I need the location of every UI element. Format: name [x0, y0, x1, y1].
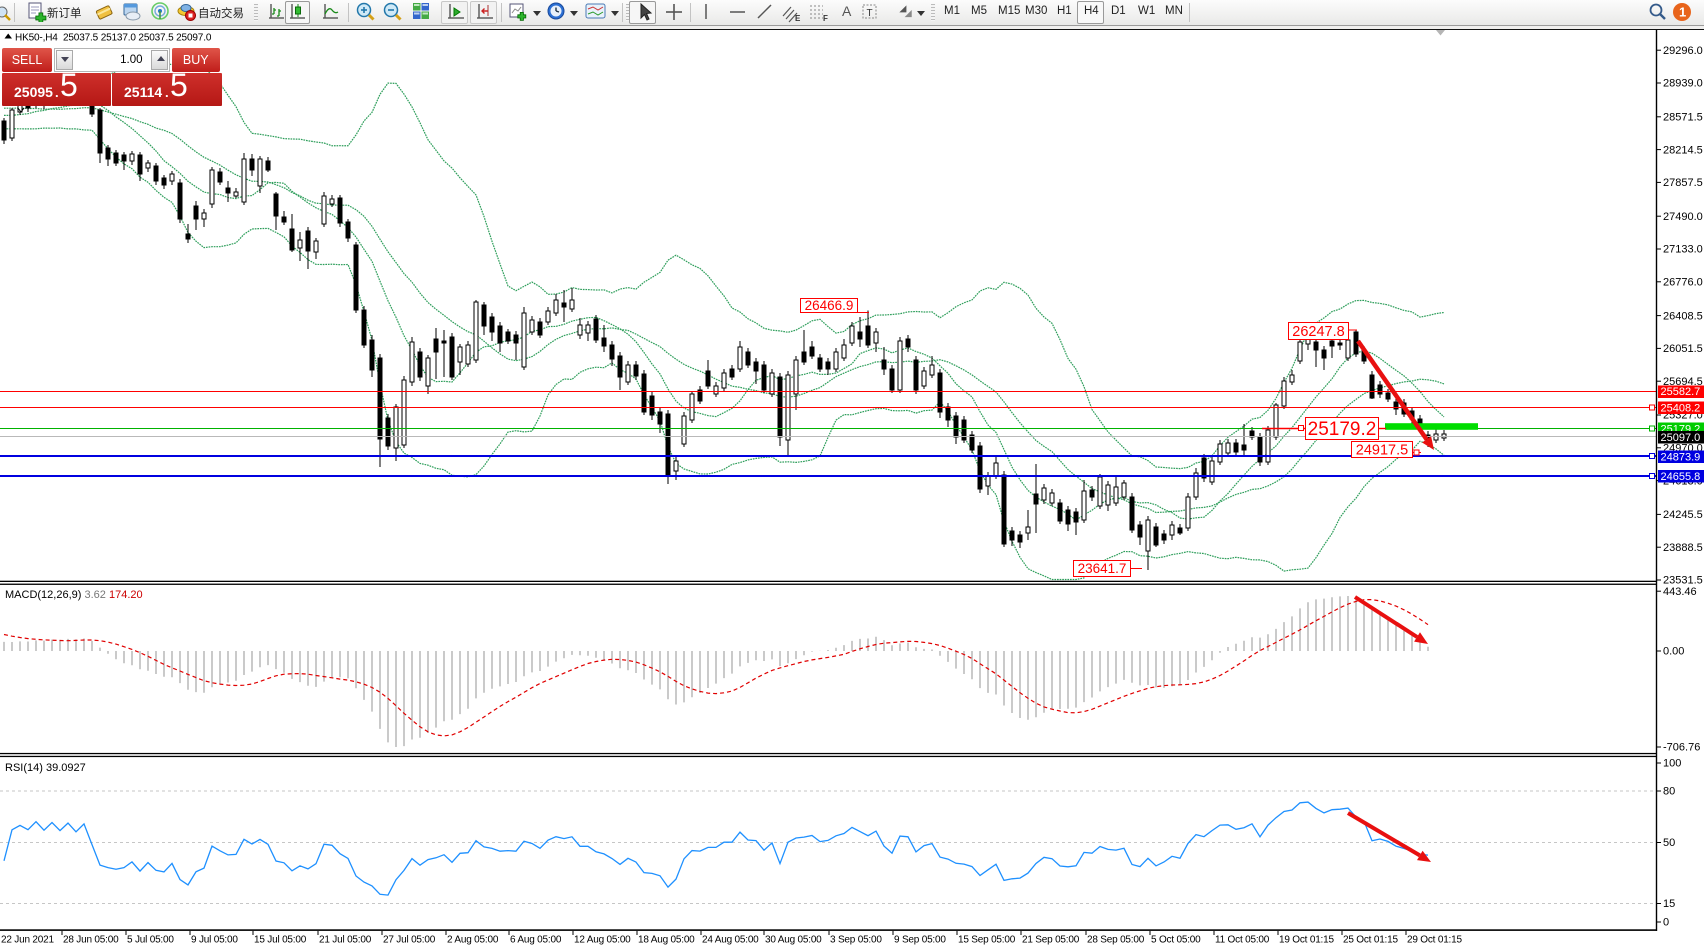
svg-text:24245.5: 24245.5 — [1663, 509, 1703, 521]
svg-text:23888.5: 23888.5 — [1663, 542, 1703, 554]
svg-text:28214.5: 28214.5 — [1663, 144, 1703, 156]
svg-text:18 Aug 05:00: 18 Aug 05:00 — [638, 935, 695, 946]
svg-text:5 Jul 05:00: 5 Jul 05:00 — [127, 935, 174, 946]
svg-text:26408.5: 26408.5 — [1663, 310, 1703, 322]
svg-text:28 Jun 05:00: 28 Jun 05:00 — [63, 935, 119, 946]
svg-text:29 Oct 01:15: 29 Oct 01:15 — [1407, 935, 1462, 946]
svg-text:27490.0: 27490.0 — [1663, 211, 1703, 223]
svg-text:24917.5: 24917.5 — [1356, 443, 1408, 459]
svg-text:24873.9: 24873.9 — [1661, 451, 1701, 463]
svg-text:27857.5: 27857.5 — [1663, 177, 1703, 189]
svg-text:15: 15 — [1663, 898, 1675, 910]
svg-text:MACD(12,26,9) 3.62 174.20: MACD(12,26,9) 3.62 174.20 — [5, 589, 143, 601]
svg-text:25179.2: 25179.2 — [1308, 419, 1377, 440]
svg-text:0: 0 — [1663, 917, 1669, 929]
svg-text:80: 80 — [1663, 786, 1675, 798]
svg-text:5 Oct 05:00: 5 Oct 05:00 — [1151, 935, 1201, 946]
svg-text:6 Aug 05:00: 6 Aug 05:00 — [510, 935, 562, 946]
svg-text:RSI(14) 39.0927: RSI(14) 39.0927 — [5, 762, 86, 774]
svg-text:27 Jul 05:00: 27 Jul 05:00 — [383, 935, 436, 946]
svg-text:F: F — [823, 14, 828, 23]
svg-text:26051.5: 26051.5 — [1663, 343, 1703, 355]
svg-text:28939.0: 28939.0 — [1663, 78, 1703, 90]
svg-text:19 Oct 01:15: 19 Oct 01:15 — [1279, 935, 1334, 946]
svg-text:9 Jul 05:00: 9 Jul 05:00 — [191, 935, 238, 946]
svg-text:HK50-,H4 25037.5 25137.0 2503: HK50-,H4 25037.5 25137.0 25037.5 25097.0 — [15, 33, 212, 44]
svg-text:22 Jun 2021: 22 Jun 2021 — [1, 935, 54, 946]
svg-text:9 Sep 05:00: 9 Sep 05:00 — [894, 935, 946, 946]
svg-text:28 Sep 05:00: 28 Sep 05:00 — [1087, 935, 1145, 946]
svg-text:E: E — [795, 14, 801, 23]
svg-text:30 Aug 05:00: 30 Aug 05:00 — [765, 935, 822, 946]
svg-text:26247.8: 26247.8 — [1292, 324, 1344, 340]
svg-text:15 Sep 05:00: 15 Sep 05:00 — [958, 935, 1016, 946]
svg-text:26776.0: 26776.0 — [1663, 277, 1703, 289]
svg-text:25694.5: 25694.5 — [1663, 376, 1703, 388]
svg-text:11 Oct 05:00: 11 Oct 05:00 — [1215, 935, 1270, 946]
svg-text:25 Oct 01:15: 25 Oct 01:15 — [1343, 935, 1398, 946]
svg-text:29296.0: 29296.0 — [1663, 45, 1703, 57]
svg-text:0.00: 0.00 — [1663, 646, 1684, 658]
svg-text:15 Jul 05:00: 15 Jul 05:00 — [254, 935, 307, 946]
svg-text:3 Sep 05:00: 3 Sep 05:00 — [830, 935, 882, 946]
svg-text:21 Jul 05:00: 21 Jul 05:00 — [319, 935, 372, 946]
svg-text:T: T — [867, 8, 873, 19]
svg-text:1: 1 — [1679, 5, 1686, 20]
svg-text:24 Aug 05:00: 24 Aug 05:00 — [702, 935, 759, 946]
svg-text:443.46: 443.46 — [1663, 586, 1697, 598]
svg-text:25097.0: 25097.0 — [1661, 432, 1701, 444]
svg-text:26466.9: 26466.9 — [805, 298, 854, 313]
svg-text:23641.7: 23641.7 — [1078, 561, 1127, 576]
svg-text:12 Aug 05:00: 12 Aug 05:00 — [574, 935, 631, 946]
svg-text:50: 50 — [1663, 837, 1675, 849]
svg-text:27133.0: 27133.0 — [1663, 244, 1703, 256]
svg-text:21 Sep 05:00: 21 Sep 05:00 — [1022, 935, 1080, 946]
svg-text:25582.7: 25582.7 — [1661, 386, 1701, 398]
svg-text:23531.5: 23531.5 — [1663, 575, 1703, 587]
svg-text:2 Aug 05:00: 2 Aug 05:00 — [447, 935, 499, 946]
svg-text:25408.2: 25408.2 — [1661, 402, 1701, 414]
svg-text:24655.8: 24655.8 — [1661, 471, 1701, 483]
svg-text:28571.5: 28571.5 — [1663, 112, 1703, 124]
svg-text:100: 100 — [1663, 758, 1681, 770]
svg-text:-706.76: -706.76 — [1663, 742, 1700, 754]
